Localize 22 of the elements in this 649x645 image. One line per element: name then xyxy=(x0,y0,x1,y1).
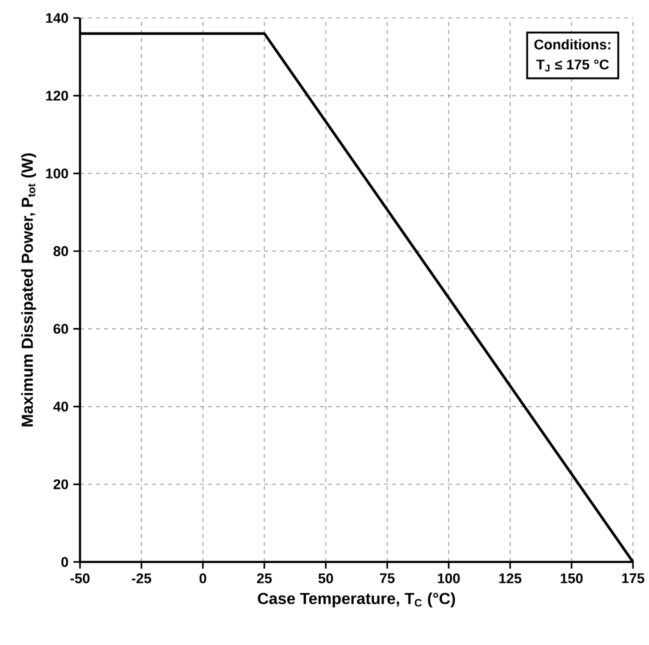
y-tick-label: 60 xyxy=(54,324,68,334)
x-tick-label: 0 xyxy=(200,573,206,584)
annotation: T$_{J}$ ≤ 175 °C xyxy=(536,60,609,72)
x-axis-title: Case Temperature, T$_{C}$ (°C) xyxy=(258,592,455,608)
x-tick-label: -25 xyxy=(132,573,152,584)
annotation: Conditions: xyxy=(534,39,610,50)
y-tick-label: 120 xyxy=(46,90,68,101)
x-tick-label: 50 xyxy=(318,573,333,584)
x-tick-label: -50 xyxy=(70,573,90,584)
y-tick-label: 0 xyxy=(61,557,68,567)
y-tick-label: 80 xyxy=(53,246,68,256)
x-tick-label: 150 xyxy=(560,573,583,584)
x-tick-label: 175 xyxy=(622,573,644,584)
x-tick-label: 25 xyxy=(257,573,272,584)
x-tick-label: 100 xyxy=(438,573,460,584)
y-tick-label: 20 xyxy=(54,479,68,490)
y-axis-title: Maximum Dissipated Power, P$_{tot}$ (W) xyxy=(21,153,36,426)
y-tick-label: 140 xyxy=(46,13,68,23)
x-tick-label: 75 xyxy=(380,573,395,584)
y-tick-label: 40 xyxy=(53,402,68,412)
y-tick-label: 100 xyxy=(46,168,68,178)
x-tick-label: 125 xyxy=(499,573,522,584)
